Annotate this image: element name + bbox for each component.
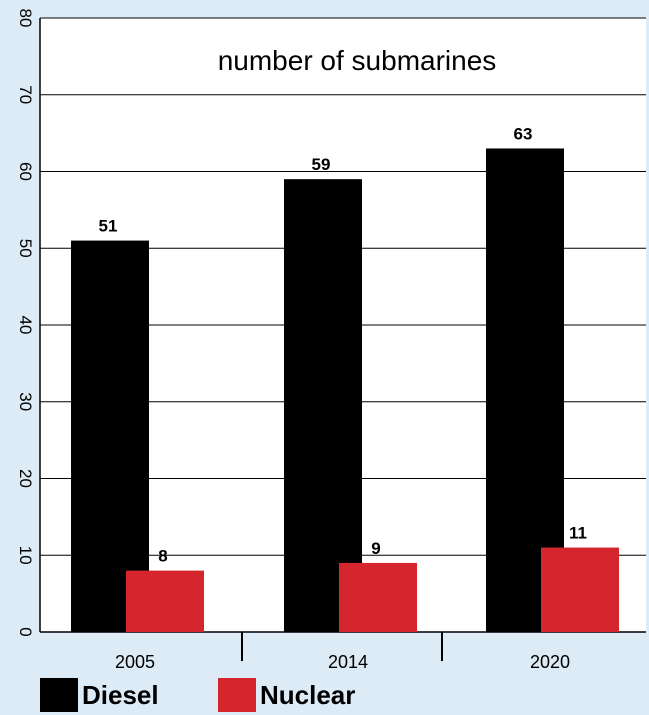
data-label-diesel-2020: 63 <box>514 124 533 143</box>
y-axis-tick-labels: 0 10 20 30 40 50 60 70 80 <box>16 9 35 637</box>
legend-item-diesel: Diesel <box>40 675 159 715</box>
bar-nuclear-2005 <box>126 570 204 632</box>
y-tick-label-80: 80 <box>16 9 35 28</box>
legend-item-nuclear: Nuclear <box>218 675 355 715</box>
x-axis-tick-labels: 2005 2014 2020 <box>115 632 570 672</box>
y-tick-label-10: 10 <box>16 546 35 565</box>
y-tick-label-40: 40 <box>16 316 35 335</box>
data-label-nuclear-2005: 8 <box>158 547 167 566</box>
x-tick-label-2005: 2005 <box>115 652 155 672</box>
bar-diesel-2005 <box>71 240 149 632</box>
bars <box>71 148 619 633</box>
data-label-diesel-2005: 51 <box>99 217 118 236</box>
y-tick-label-0: 0 <box>16 627 35 636</box>
y-tick-label-70: 70 <box>16 85 35 104</box>
y-tick-label-20: 20 <box>16 469 35 488</box>
data-label-nuclear-2020: 11 <box>569 524 587 543</box>
legend-swatch-nuclear <box>218 678 256 712</box>
bar-nuclear-2014 <box>339 562 417 632</box>
data-labels: 51 8 59 9 63 11 <box>99 124 587 565</box>
legend-swatch-diesel <box>40 678 78 712</box>
y-tick-label-30: 30 <box>16 392 35 411</box>
legend-label-nuclear: Nuclear <box>260 679 356 710</box>
chart-title: number of submarines <box>218 45 497 76</box>
data-label-nuclear-2014: 9 <box>371 539 380 558</box>
bar-diesel-2014 <box>284 179 362 633</box>
bar-nuclear-2020 <box>541 547 619 632</box>
x-tick-label-2014: 2014 <box>328 652 368 672</box>
x-tick-label-2020: 2020 <box>530 652 570 672</box>
legend-label-diesel: Diesel <box>82 679 159 710</box>
data-label-diesel-2014: 59 <box>312 155 331 174</box>
y-tick-label-60: 60 <box>16 162 35 181</box>
y-tick-label-50: 50 <box>16 239 35 258</box>
